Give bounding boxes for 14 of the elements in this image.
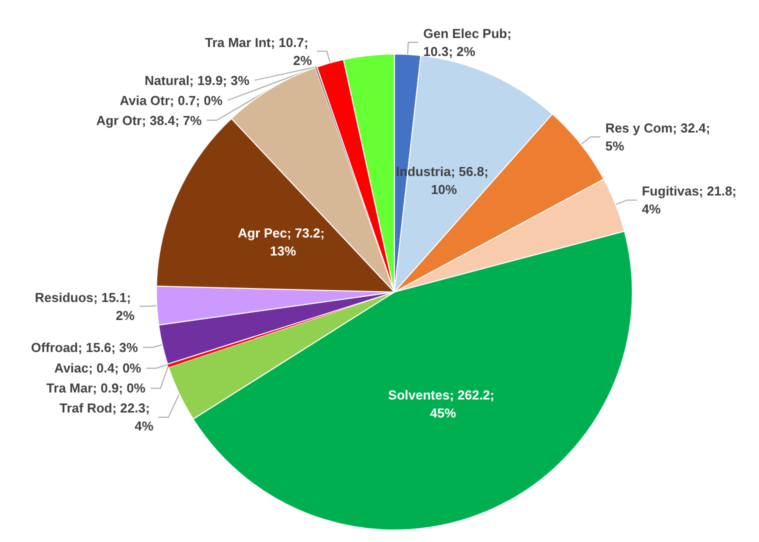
slice-label: Res y Com; 32.4; 5%: [605, 120, 714, 154]
slice-label: Natural; 19.9; 3%: [144, 72, 250, 88]
slice-label: Agr Otr; 38.4; 7%: [96, 112, 202, 128]
slice-label: Agr Pec; 73.2; 13%: [238, 226, 328, 259]
slice-label: Solventes; 262.2; 45%: [388, 387, 498, 420]
slice-label: Residuos; 15.1; 2%: [34, 290, 136, 323]
slice-label: Offroad; 15.6; 3%: [31, 340, 138, 355]
slice-label: Traf Rod; 22.3; 4%: [59, 400, 154, 434]
slice-label: Fugitivas; 21.8; 4%: [642, 184, 740, 217]
slice-label: Aviac; 0.4; 0%: [54, 360, 142, 376]
slice-label: Avia Otr; 0.7; 0%: [120, 92, 223, 108]
slice-label: Tra Mar; 0.9; 0%: [46, 380, 146, 396]
slice-label: Gen Elec Pub; 10.3; 2%: [423, 26, 516, 59]
slice-label: Tra Mar Int; 10.7; 2%: [204, 34, 312, 68]
